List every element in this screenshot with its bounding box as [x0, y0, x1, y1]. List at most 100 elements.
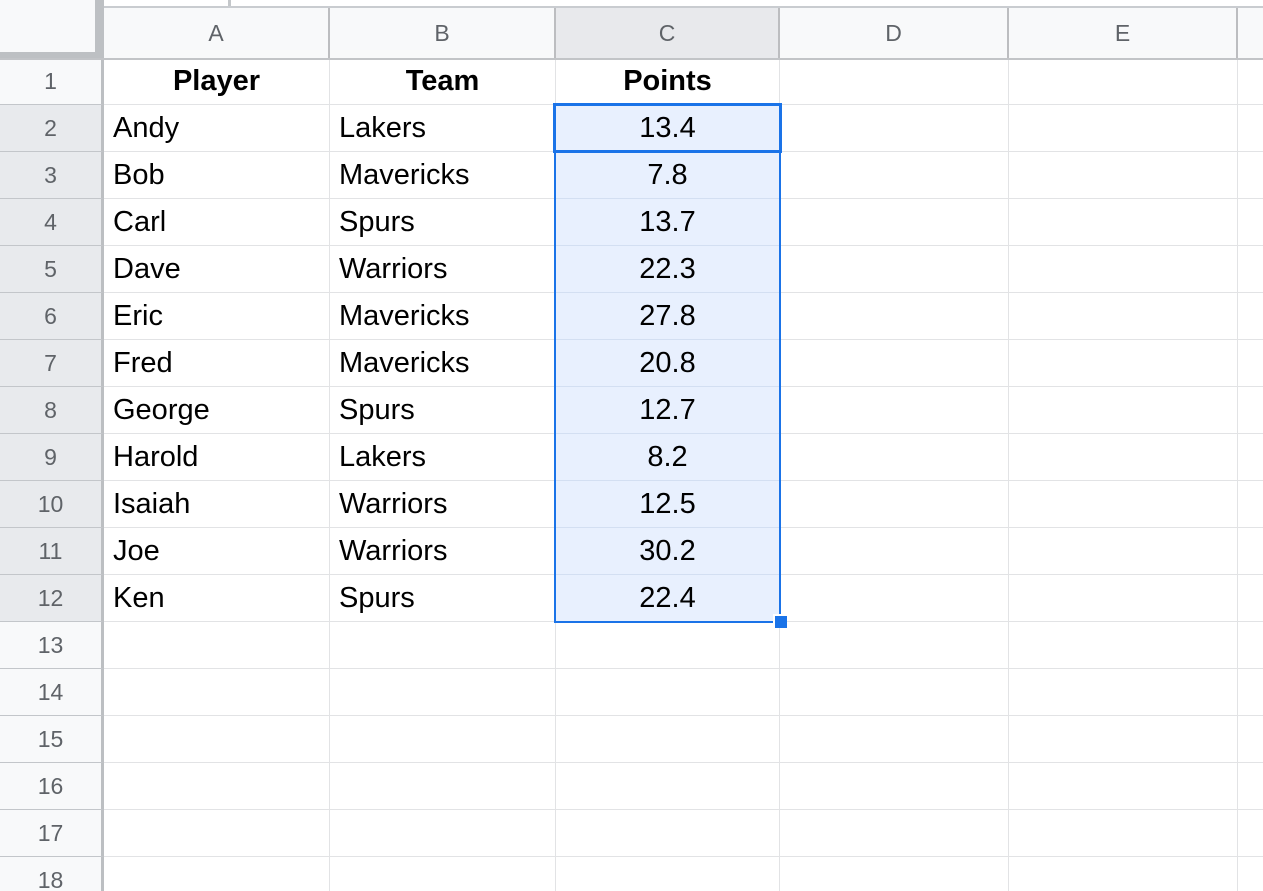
fill-handle[interactable] [773, 614, 787, 628]
cell-D4[interactable] [780, 199, 1009, 246]
cell-B18[interactable] [330, 857, 556, 891]
cell-C6[interactable]: 27.8 [556, 293, 780, 340]
row-header-10[interactable]: 10 [0, 481, 104, 528]
row-header-1[interactable]: 1 [0, 58, 104, 105]
cell-C7[interactable]: 20.8 [556, 340, 780, 387]
cell-C14[interactable] [556, 669, 780, 716]
cell-E17[interactable] [1009, 810, 1238, 857]
cell-F5[interactable] [1238, 246, 1263, 293]
row-header-11[interactable]: 11 [0, 528, 104, 575]
row-header-7[interactable]: 7 [0, 340, 104, 387]
cell-C12[interactable]: 22.4 [556, 575, 780, 622]
cell-B11[interactable]: Warriors [330, 528, 556, 575]
row-header-3[interactable]: 3 [0, 152, 104, 199]
cell-D6[interactable] [780, 293, 1009, 340]
cell-A14[interactable] [104, 669, 330, 716]
cell-C15[interactable] [556, 716, 780, 763]
cell-E5[interactable] [1009, 246, 1238, 293]
row-header-2[interactable]: 2 [0, 105, 104, 152]
cell-E4[interactable] [1009, 199, 1238, 246]
cell-F6[interactable] [1238, 293, 1263, 340]
cell-E15[interactable] [1009, 716, 1238, 763]
cell-E14[interactable] [1009, 669, 1238, 716]
cell-E8[interactable] [1009, 387, 1238, 434]
cell-A13[interactable] [104, 622, 330, 669]
column-header-D[interactable]: D [780, 8, 1009, 58]
cell-A16[interactable] [104, 763, 330, 810]
cell-F15[interactable] [1238, 716, 1263, 763]
cell-F2[interactable] [1238, 105, 1263, 152]
cell-F1[interactable] [1238, 58, 1263, 105]
cell-C18[interactable] [556, 857, 780, 891]
cell-D10[interactable] [780, 481, 1009, 528]
cell-E10[interactable] [1009, 481, 1238, 528]
cell-A10[interactable]: Isaiah [104, 481, 330, 528]
cell-B13[interactable] [330, 622, 556, 669]
column-header-B[interactable]: B [330, 8, 556, 58]
cell-D1[interactable] [780, 58, 1009, 105]
cell-A8[interactable]: George [104, 387, 330, 434]
cell-D17[interactable] [780, 810, 1009, 857]
cell-F12[interactable] [1238, 575, 1263, 622]
row-header-15[interactable]: 15 [0, 716, 104, 763]
cell-E12[interactable] [1009, 575, 1238, 622]
cell-F13[interactable] [1238, 622, 1263, 669]
cell-D9[interactable] [780, 434, 1009, 481]
cell-E18[interactable] [1009, 857, 1238, 891]
cell-D5[interactable] [780, 246, 1009, 293]
cell-A12[interactable]: Ken [104, 575, 330, 622]
column-header-E[interactable]: E [1009, 8, 1238, 58]
cell-C16[interactable] [556, 763, 780, 810]
row-header-8[interactable]: 8 [0, 387, 104, 434]
row-header-16[interactable]: 16 [0, 763, 104, 810]
cell-C17[interactable] [556, 810, 780, 857]
cell-D15[interactable] [780, 716, 1009, 763]
cell-E7[interactable] [1009, 340, 1238, 387]
cell-E1[interactable] [1009, 58, 1238, 105]
row-header-18[interactable]: 18 [0, 857, 104, 891]
cell-D18[interactable] [780, 857, 1009, 891]
cell-F11[interactable] [1238, 528, 1263, 575]
cell-E2[interactable] [1009, 105, 1238, 152]
cell-B6[interactable]: Mavericks [330, 293, 556, 340]
cell-B5[interactable]: Warriors [330, 246, 556, 293]
row-header-12[interactable]: 12 [0, 575, 104, 622]
row-header-9[interactable]: 9 [0, 434, 104, 481]
cell-C10[interactable]: 12.5 [556, 481, 780, 528]
cell-F4[interactable] [1238, 199, 1263, 246]
cell-E16[interactable] [1009, 763, 1238, 810]
row-header-17[interactable]: 17 [0, 810, 104, 857]
cell-D3[interactable] [780, 152, 1009, 199]
row-header-4[interactable]: 4 [0, 199, 104, 246]
cell-B15[interactable] [330, 716, 556, 763]
cell-D11[interactable] [780, 528, 1009, 575]
cell-B8[interactable]: Spurs [330, 387, 556, 434]
cell-B2[interactable]: Lakers [330, 105, 556, 152]
row-header-13[interactable]: 13 [0, 622, 104, 669]
cell-F3[interactable] [1238, 152, 1263, 199]
cell-F7[interactable] [1238, 340, 1263, 387]
cell-C5[interactable]: 22.3 [556, 246, 780, 293]
cell-D2[interactable] [780, 105, 1009, 152]
cell-E6[interactable] [1009, 293, 1238, 340]
column-header-partial[interactable] [1238, 8, 1263, 58]
cell-B3[interactable]: Mavericks [330, 152, 556, 199]
cell-C13[interactable] [556, 622, 780, 669]
cell-B12[interactable]: Spurs [330, 575, 556, 622]
cell-A3[interactable]: Bob [104, 152, 330, 199]
cell-B14[interactable] [330, 669, 556, 716]
cell-F9[interactable] [1238, 434, 1263, 481]
cell-E9[interactable] [1009, 434, 1238, 481]
cell-D13[interactable] [780, 622, 1009, 669]
cell-F16[interactable] [1238, 763, 1263, 810]
cell-A1[interactable]: Player [104, 58, 330, 105]
cell-C2[interactable]: 13.4 [556, 105, 780, 152]
cell-D14[interactable] [780, 669, 1009, 716]
cell-A6[interactable]: Eric [104, 293, 330, 340]
cell-A17[interactable] [104, 810, 330, 857]
cell-B7[interactable]: Mavericks [330, 340, 556, 387]
column-header-A[interactable]: A [104, 8, 330, 58]
cell-F10[interactable] [1238, 481, 1263, 528]
cell-C8[interactable]: 12.7 [556, 387, 780, 434]
cell-E11[interactable] [1009, 528, 1238, 575]
